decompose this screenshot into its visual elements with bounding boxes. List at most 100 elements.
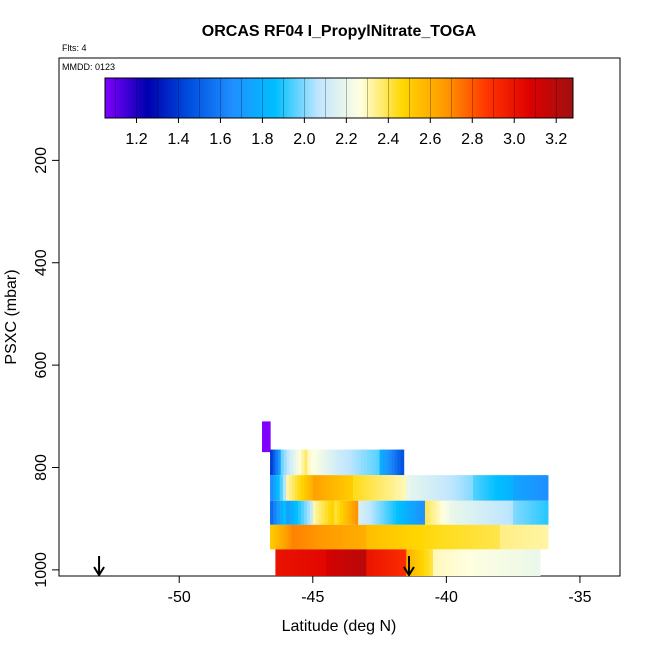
heatmap-cell (510, 549, 514, 576)
arrow-icon (403, 556, 415, 577)
heatmap-cell (514, 524, 519, 550)
heatmap-cell (390, 549, 395, 576)
heatmap-cell (460, 500, 465, 525)
heatmap-cell (523, 524, 528, 550)
heatmap-cell (342, 449, 347, 476)
heatmap-cell (330, 449, 335, 476)
heatmap-cell (473, 475, 477, 501)
heatmap-cell (457, 524, 461, 550)
heatmap-cell (372, 500, 377, 525)
heatmap-cell (297, 475, 302, 501)
heatmap-cell (504, 549, 508, 576)
arrow-icon (93, 556, 105, 577)
heatmap-cell (397, 475, 401, 501)
heatmap-cell (350, 549, 355, 576)
heatmap-cell (303, 475, 308, 501)
heatmap-cell (417, 524, 422, 550)
heatmap-cell (327, 449, 332, 476)
heatmap-cell (494, 500, 499, 525)
heatmap-cell (474, 549, 479, 576)
heatmap-cell (451, 500, 456, 525)
heatmap-cell (287, 549, 291, 576)
heatmap-cell (430, 475, 435, 501)
heatmap-cell (279, 500, 284, 525)
heatmap-cell (348, 449, 353, 476)
heatmap-cell (475, 524, 480, 550)
heatmap-cell (397, 549, 401, 576)
heatmap-cell (279, 475, 284, 501)
heatmap-cell (480, 549, 485, 576)
heatmap-cell (335, 549, 340, 576)
heatmap-cell (381, 524, 386, 550)
heatmap-cell (448, 475, 453, 501)
heatmap-cell (390, 524, 395, 550)
heatmap-cell (524, 500, 529, 525)
heatmap-cell (518, 500, 523, 525)
heatmap-cell (366, 549, 370, 576)
colorbar-tick-label: 2.4 (377, 131, 399, 148)
heatmap-cell (367, 475, 372, 501)
heatmap-cell (314, 549, 318, 576)
heatmap-cell (353, 549, 358, 576)
heatmap-cell (511, 524, 516, 550)
heatmap-cell (469, 524, 474, 550)
heatmap-cell (320, 549, 324, 576)
heatmap-cell (321, 500, 326, 525)
heatmap-cell (336, 524, 340, 550)
heatmap-cell (427, 475, 432, 501)
heatmap-cell (342, 524, 346, 550)
heatmap-cell (394, 449, 399, 476)
x-tick-label: -35 (568, 589, 591, 606)
heatmap-cell (329, 549, 333, 576)
x-axis-label: Latitude (deg N) (282, 618, 397, 635)
heatmap-cell (457, 500, 462, 525)
heatmap-cell (323, 549, 327, 576)
heatmap-cell (486, 549, 490, 576)
heatmap-cell (306, 500, 311, 525)
heatmap-cell (324, 524, 328, 550)
heatmap-cell (352, 475, 357, 501)
heatmap-cell (387, 524, 392, 550)
heatmap-cell (345, 449, 350, 476)
heatmap-cell (351, 524, 355, 550)
heatmap-cell (497, 500, 502, 525)
heatmap-cell (331, 475, 335, 501)
chart-title: ORCAS RF04 I_PropylNitrate_TOGA (202, 23, 477, 40)
heatmap-cell (349, 475, 354, 501)
heatmap-cell (442, 524, 446, 550)
heatmap-cell (460, 475, 465, 501)
colorbar-tick-label: 2.8 (461, 131, 483, 148)
heatmap-cell (333, 524, 337, 550)
heatmap-cell (513, 500, 517, 525)
heatmap-cell (409, 549, 413, 576)
heatmap-cell (340, 475, 345, 501)
heatmap-cell (309, 524, 313, 550)
arrows (93, 556, 415, 577)
heatmap-cell (453, 549, 458, 576)
heatmap-cell (527, 500, 532, 525)
heatmap-cell (391, 475, 396, 501)
heatmap-cell (312, 524, 316, 550)
heatmap-cell (390, 500, 394, 525)
heatmap-cell (415, 549, 419, 576)
heatmap-cell (451, 475, 456, 501)
heatmap-cell (282, 475, 287, 501)
heatmap-cell (424, 475, 429, 501)
heatmap-cell (372, 524, 376, 550)
heatmap-cell (363, 500, 368, 525)
heatmap-cell (381, 549, 386, 576)
heatmap-cell (483, 549, 488, 576)
heatmap-cell (292, 475, 296, 501)
heatmap-cell (294, 475, 299, 501)
heatmap-cell (526, 524, 531, 550)
heatmap-cell (306, 475, 311, 501)
heatmap-cell (360, 549, 364, 576)
heatmap-cell (470, 475, 474, 501)
heatmap-cell (502, 524, 507, 550)
heatmap-cell (375, 549, 380, 576)
heatmap-cell (300, 475, 305, 501)
heatmap-cell (334, 475, 339, 501)
heatmap-cell (466, 524, 471, 550)
x-tick-label: -50 (168, 589, 191, 606)
heatmap-cell (275, 449, 279, 476)
